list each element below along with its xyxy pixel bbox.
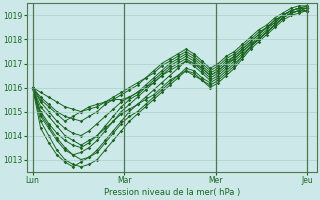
X-axis label: Pression niveau de la mer( hPa ): Pression niveau de la mer( hPa ) [104,188,240,197]
